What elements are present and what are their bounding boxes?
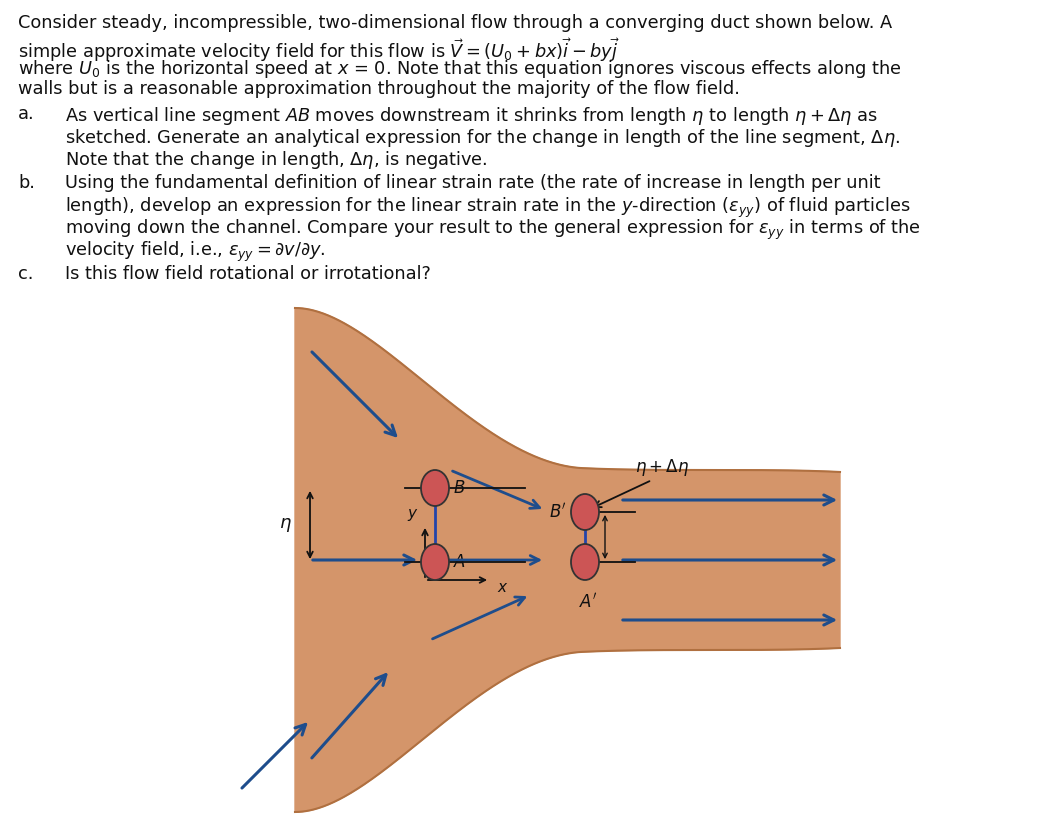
Text: length), develop an expression for the linear strain rate in the $y$-direction (: length), develop an expression for the l… [64, 196, 910, 221]
Ellipse shape [421, 544, 449, 580]
Text: $\eta$: $\eta$ [279, 516, 291, 534]
Text: b.: b. [18, 174, 35, 192]
Text: simple approximate velocity field for this flow is $\vec{V} = (U_0 + bx)\vec{i} : simple approximate velocity field for th… [18, 36, 620, 64]
Text: $\eta + \Delta\eta$: $\eta + \Delta\eta$ [635, 458, 690, 478]
Text: $A'$: $A'$ [578, 592, 597, 611]
Text: As vertical line segment $\mathit{AB}$ moves downstream it shrinks from length $: As vertical line segment $\mathit{AB}$ m… [64, 105, 878, 127]
Text: a.: a. [18, 105, 34, 123]
Text: $A$: $A$ [453, 553, 466, 571]
Text: sketched. Generate an analytical expression for the change in length of the line: sketched. Generate an analytical express… [64, 127, 901, 149]
Polygon shape [295, 308, 840, 812]
Ellipse shape [421, 470, 449, 506]
Text: walls but is a reasonable approximation throughout the majority of the flow fiel: walls but is a reasonable approximation … [18, 80, 739, 98]
Text: c.: c. [18, 265, 33, 283]
Text: $x$: $x$ [497, 581, 509, 596]
Ellipse shape [571, 544, 599, 580]
Text: moving down the channel. Compare your result to the general expression for $\var: moving down the channel. Compare your re… [64, 218, 921, 242]
Ellipse shape [571, 494, 599, 530]
Text: Using the fundamental definition of linear strain rate (the rate of increase in : Using the fundamental definition of line… [64, 174, 881, 192]
Text: where $U_0$ is the horizontal speed at $x$ = 0. Note that this equation ignores : where $U_0$ is the horizontal speed at $… [18, 58, 902, 80]
Text: Consider steady, incompressible, two-dimensional flow through a converging duct : Consider steady, incompressible, two-dim… [18, 14, 892, 32]
Text: $y$: $y$ [408, 507, 419, 523]
Text: velocity field, i.e., $\varepsilon_{yy} = \partial v/\partial y$.: velocity field, i.e., $\varepsilon_{yy} … [64, 240, 326, 264]
Text: $B'$: $B'$ [549, 502, 567, 521]
Text: $B$: $B$ [453, 479, 465, 497]
Text: Note that the change in length, $\Delta\eta$, is negative.: Note that the change in length, $\Delta\… [64, 149, 488, 171]
Text: Is this flow field rotational or irrotational?: Is this flow field rotational or irrotat… [64, 265, 431, 283]
